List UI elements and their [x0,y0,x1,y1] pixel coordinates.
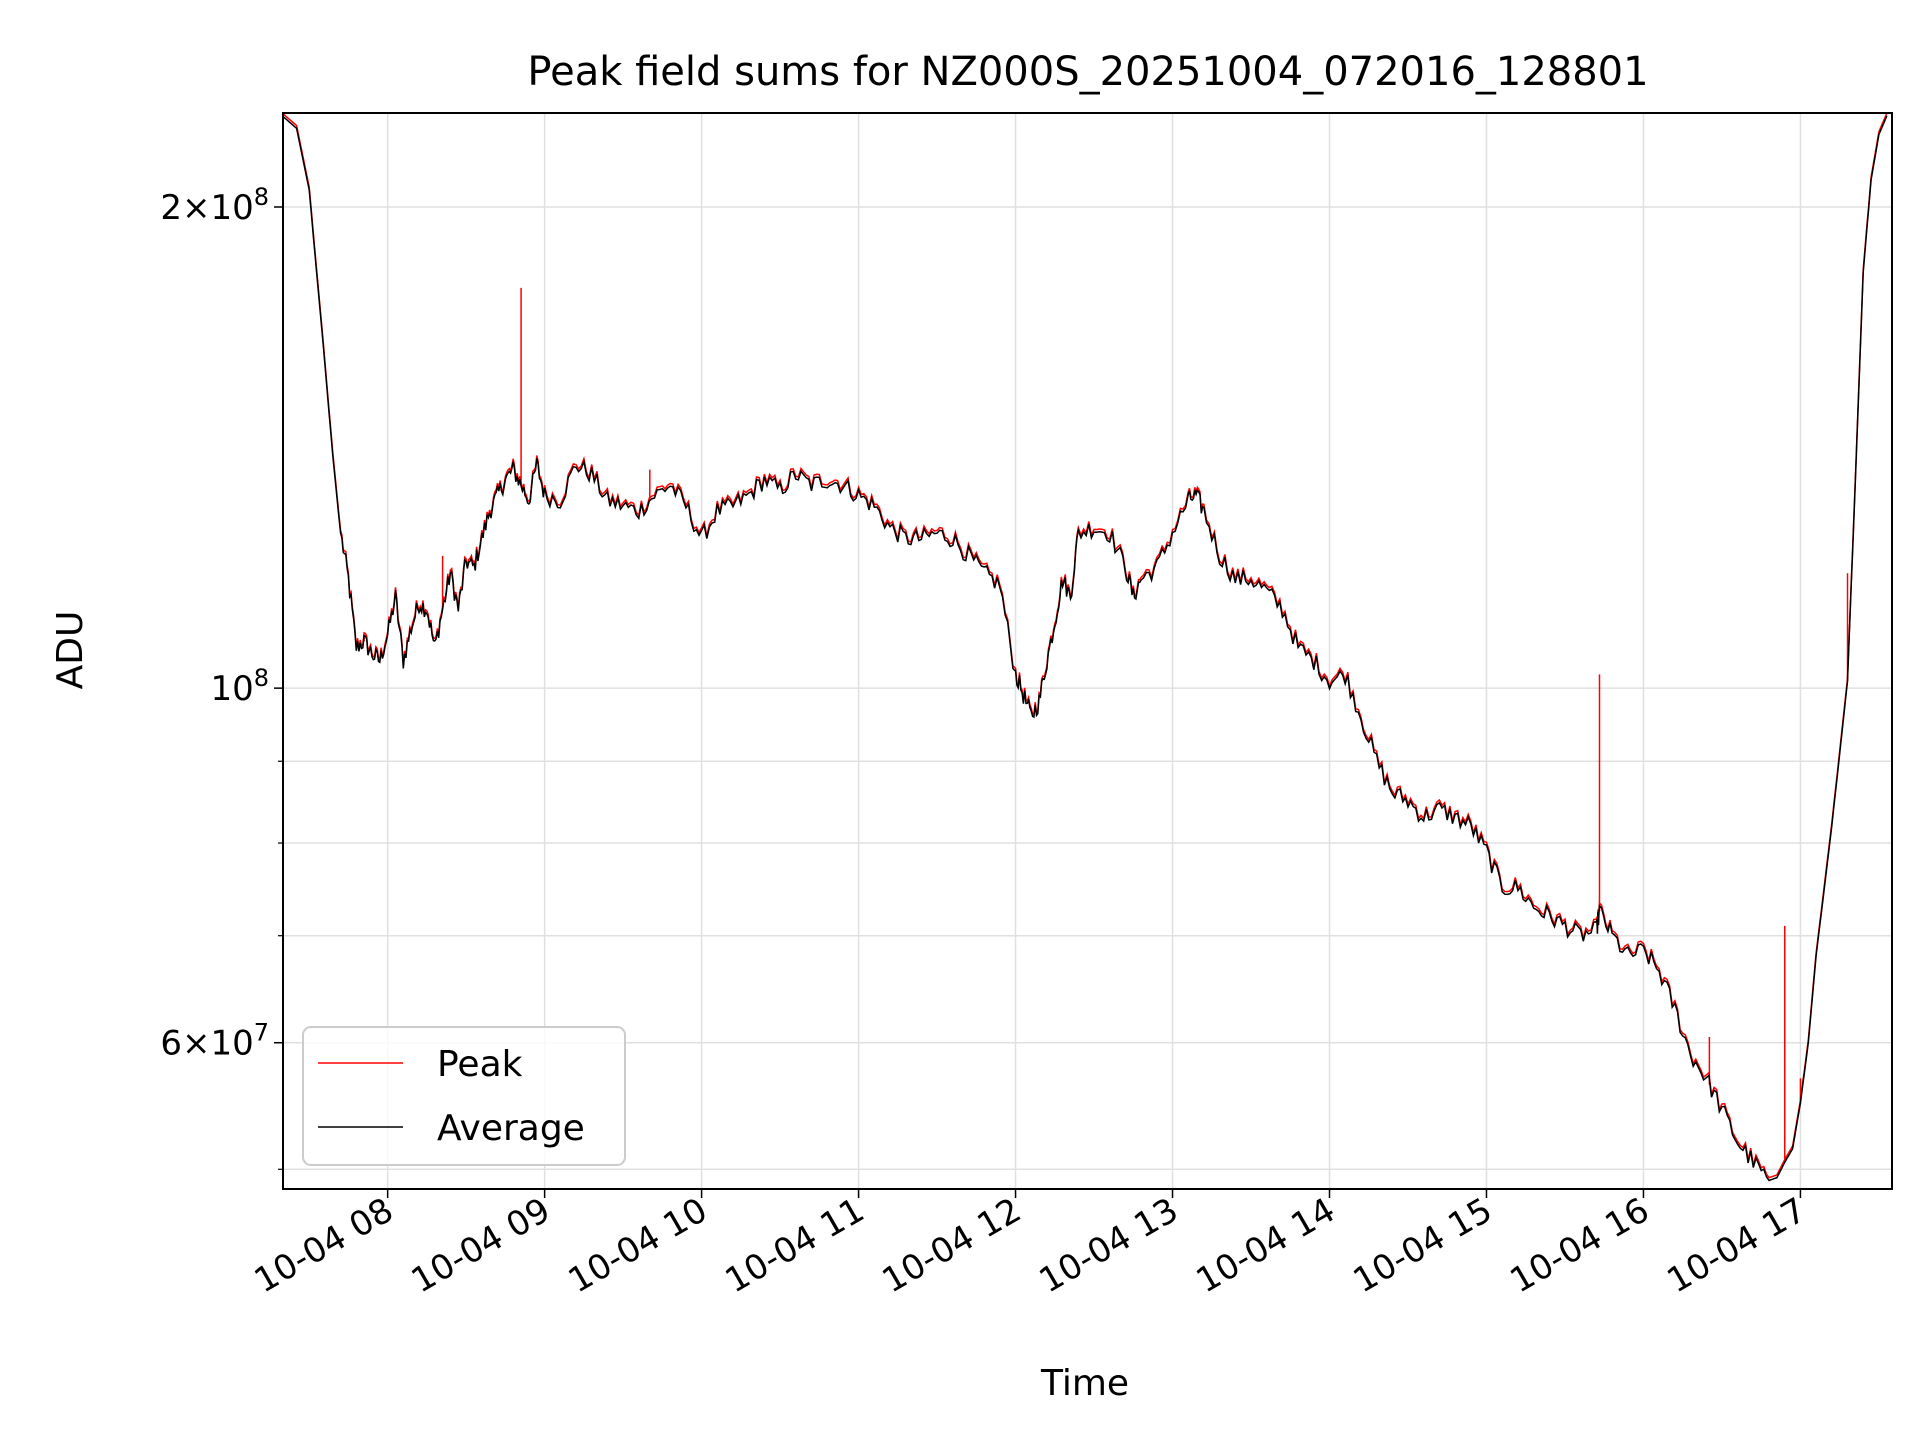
legend: Peak Average [302,1026,626,1166]
grid-lines [283,113,1892,1189]
y-tick-label: 108 [210,664,269,709]
legend-box [302,1026,626,1166]
chart-title: Peak field sums for NZ000S_20251004_0720… [527,49,1648,95]
x-axis-label: Time [1040,1363,1129,1404]
plot-frame [282,112,1893,1190]
y-tick-label: 6×107 [160,1019,269,1064]
legend-peak-label: Peak [437,1044,523,1085]
series-average-line [283,115,1888,1182]
y-axis-ticks: 2×108 108 6×107 [160,183,283,1170]
peak-spikes [363,287,1849,1163]
y-axis-label: ADU [50,611,91,690]
y-tick-label: 2×108 [160,183,269,228]
legend-average-label: Average [437,1108,585,1149]
plot-area [283,113,1888,1182]
